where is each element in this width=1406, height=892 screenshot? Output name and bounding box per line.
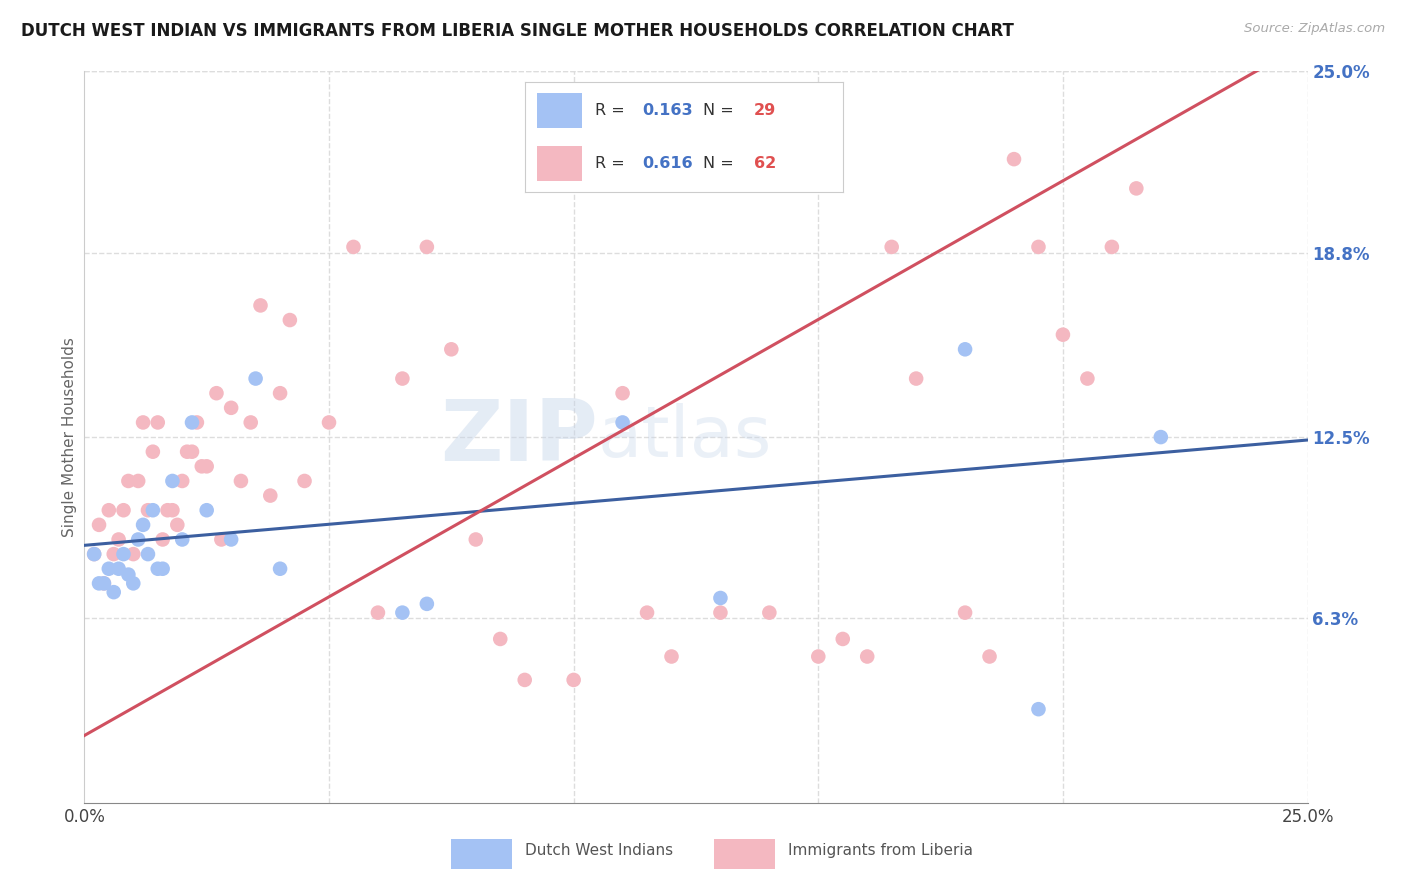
Point	[87, 517, 110, 532]
Point	[1150, 430, 1173, 444]
Point	[162, 474, 184, 488]
Point	[186, 416, 208, 430]
Point	[172, 533, 194, 547]
Point	[1028, 240, 1050, 254]
Point	[172, 474, 194, 488]
Point	[107, 562, 129, 576]
Point	[156, 503, 179, 517]
Point	[636, 606, 658, 620]
Point	[342, 240, 364, 254]
Point	[195, 503, 218, 517]
Point	[97, 562, 120, 576]
Point	[612, 416, 634, 430]
Text: Dutch West Indians: Dutch West Indians	[524, 843, 673, 858]
Point	[953, 343, 976, 357]
Point	[162, 503, 184, 517]
Point	[132, 416, 155, 430]
Text: atlas: atlas	[598, 402, 772, 472]
Point	[142, 503, 165, 517]
Point	[209, 533, 232, 547]
Point	[103, 585, 125, 599]
Point	[122, 547, 145, 561]
Point	[709, 591, 731, 605]
Point	[83, 547, 105, 561]
Point	[318, 416, 340, 430]
Y-axis label: Single Mother Households: Single Mother Households	[62, 337, 77, 537]
Point	[83, 547, 105, 561]
Point	[661, 649, 683, 664]
Point	[229, 474, 252, 488]
Point	[1125, 181, 1147, 195]
Point	[1101, 240, 1123, 254]
Point	[97, 503, 120, 517]
Text: DUTCH WEST INDIAN VS IMMIGRANTS FROM LIBERIA SINGLE MOTHER HOUSEHOLDS CORRELATIO: DUTCH WEST INDIAN VS IMMIGRANTS FROM LIB…	[21, 22, 1014, 40]
Point	[239, 416, 262, 430]
Point	[142, 444, 165, 458]
Point	[294, 474, 316, 488]
Point	[440, 343, 463, 357]
Point	[152, 533, 174, 547]
Point	[269, 562, 291, 576]
Point	[205, 386, 228, 401]
Point	[259, 489, 281, 503]
Point	[127, 474, 149, 488]
Point	[219, 533, 242, 547]
Point	[1052, 327, 1074, 342]
Point	[612, 386, 634, 401]
Point	[122, 576, 145, 591]
Point	[136, 547, 159, 561]
Point	[1028, 702, 1050, 716]
Point	[416, 240, 439, 254]
Point	[489, 632, 512, 646]
Point	[117, 567, 139, 582]
Point	[513, 673, 536, 687]
Point	[107, 533, 129, 547]
Point	[152, 562, 174, 576]
Point	[117, 474, 139, 488]
Point	[249, 298, 271, 312]
Point	[195, 459, 218, 474]
Point	[391, 606, 413, 620]
Point	[367, 606, 389, 620]
Point	[146, 562, 169, 576]
Point	[1076, 371, 1098, 385]
Point	[245, 371, 267, 385]
Text: Immigrants from Liberia: Immigrants from Liberia	[787, 843, 973, 858]
Point	[166, 517, 188, 532]
Point	[93, 576, 115, 591]
Text: Source: ZipAtlas.com: Source: ZipAtlas.com	[1244, 22, 1385, 36]
Point	[181, 416, 204, 430]
Point	[146, 416, 169, 430]
Point	[191, 459, 214, 474]
Point	[112, 503, 135, 517]
Point	[132, 517, 155, 532]
Point	[1002, 152, 1025, 166]
Point	[880, 240, 903, 254]
Point	[709, 606, 731, 620]
Point	[112, 547, 135, 561]
Text: ZIP: ZIP	[440, 395, 598, 479]
Point	[464, 533, 486, 547]
Point	[181, 444, 204, 458]
Point	[269, 386, 291, 401]
Point	[831, 632, 853, 646]
Point	[807, 649, 830, 664]
Point	[136, 503, 159, 517]
Point	[905, 371, 928, 385]
Point	[176, 444, 198, 458]
Point	[103, 547, 125, 561]
Point	[87, 576, 110, 591]
Point	[391, 371, 413, 385]
Point	[562, 673, 585, 687]
Point	[953, 606, 976, 620]
Point	[219, 401, 242, 415]
Point	[856, 649, 879, 664]
Point	[758, 606, 780, 620]
Point	[93, 576, 115, 591]
Point	[127, 533, 149, 547]
Point	[416, 597, 439, 611]
Point	[278, 313, 301, 327]
Point	[979, 649, 1001, 664]
